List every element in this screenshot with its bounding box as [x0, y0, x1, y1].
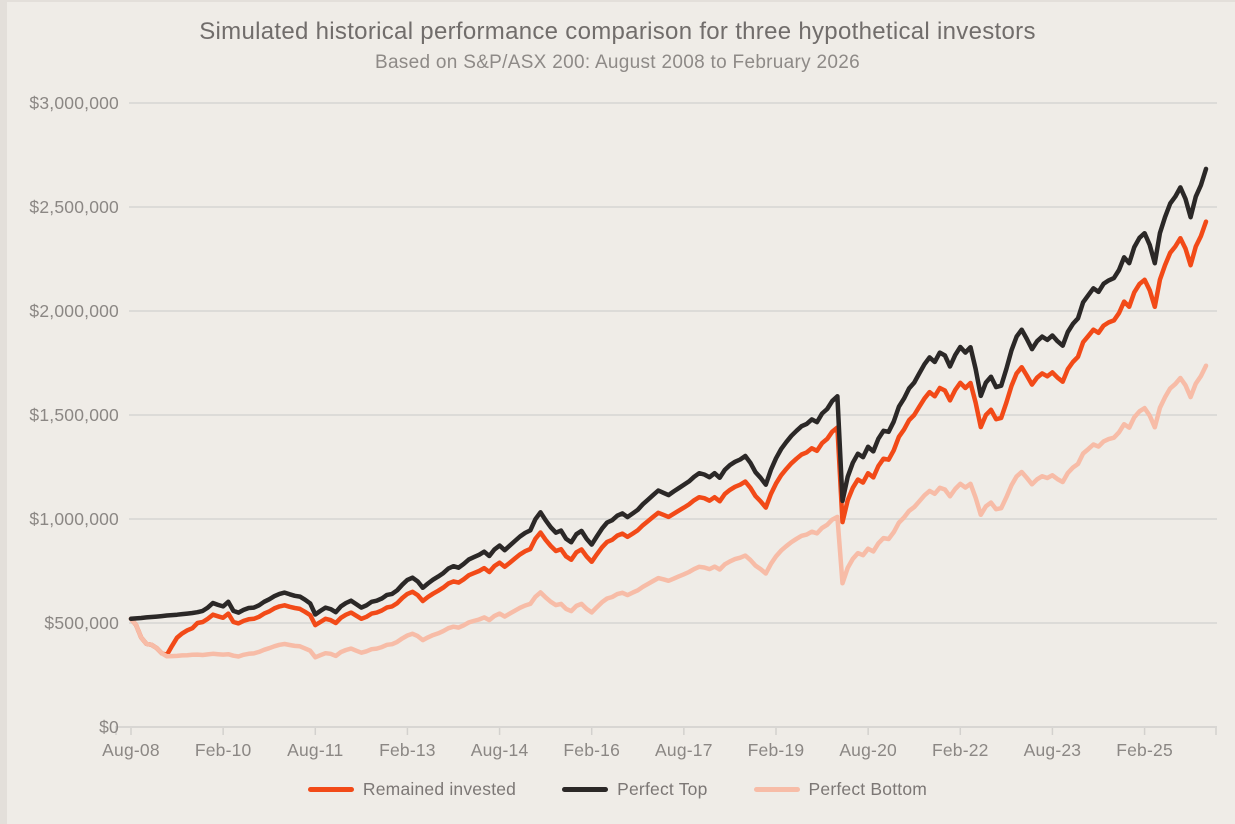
chart-subtitle: Based on S&P/ASX 200: August 2008 to Feb…	[374, 52, 861, 73]
chart-title: Simulated historical performance compari…	[199, 18, 1036, 45]
x-axis-label: Feb-22	[932, 740, 989, 760]
x-axis-label: Feb-13	[379, 740, 436, 760]
page-edge-left	[0, 0, 7, 824]
x-axis-label: Feb-16	[563, 740, 620, 760]
legend-label-perfect-top: Perfect Top	[617, 779, 708, 799]
legend: Remained invested Perfect Top Perfect Bo…	[0, 779, 1235, 800]
y-axis-labels: $0 $500,000 $1,000,000 $1,500,000 $2,000,000…	[29, 93, 119, 737]
y-axis-label: $2,500,000	[29, 197, 119, 217]
x-axis	[115, 728, 1217, 735]
legend-swatch-remained-invested-icon	[307, 786, 354, 793]
gridlines	[115, 102, 1217, 728]
y-axis-label: $1,000,000	[29, 509, 119, 529]
x-axis-labels: Aug-08 Feb-10 Aug-11 Feb-13 Aug-14 Feb-16 Aug-…	[102, 740, 1173, 760]
y-axis-label: $3,000,000	[29, 93, 119, 113]
legend-swatch-perfect-top-icon	[562, 786, 609, 793]
x-axis-label: Aug-17	[655, 740, 713, 760]
x-axis-label: Aug-11	[287, 740, 343, 760]
y-axis-label: $1,500,000	[29, 405, 119, 425]
x-axis-label: Feb-19	[748, 740, 805, 760]
x-axis-label: Feb-25	[1116, 740, 1173, 760]
x-axis-label: Aug-20	[839, 740, 897, 760]
series-line-perfect-bottom	[128, 363, 1209, 660]
legend-swatch-perfect-bottom-icon	[753, 786, 800, 793]
legend-item-remained-invested: Remained invested	[307, 779, 517, 800]
legend-item-perfect-bottom: Perfect Bottom	[753, 779, 928, 800]
x-axis-label: Aug-23	[1024, 740, 1082, 760]
series-line-perfect-top	[128, 166, 1209, 622]
y-axis-label: $0	[99, 717, 119, 737]
series-line-remained-invested	[128, 219, 1209, 658]
legend-label-remained-invested: Remained invested	[362, 779, 517, 799]
y-axis-label: $500,000	[44, 613, 119, 633]
x-axis-label: Feb-10	[195, 740, 252, 760]
x-axis-label: Aug-08	[102, 740, 160, 760]
series-lines	[128, 166, 1209, 660]
y-axis-label: $2,000,000	[29, 301, 119, 321]
legend-label-perfect-bottom: Perfect Bottom	[808, 779, 928, 799]
page-edge-top	[0, 0, 1235, 2]
x-axis-label: Aug-14	[471, 740, 529, 760]
legend-item-perfect-top: Perfect Top	[562, 779, 707, 800]
